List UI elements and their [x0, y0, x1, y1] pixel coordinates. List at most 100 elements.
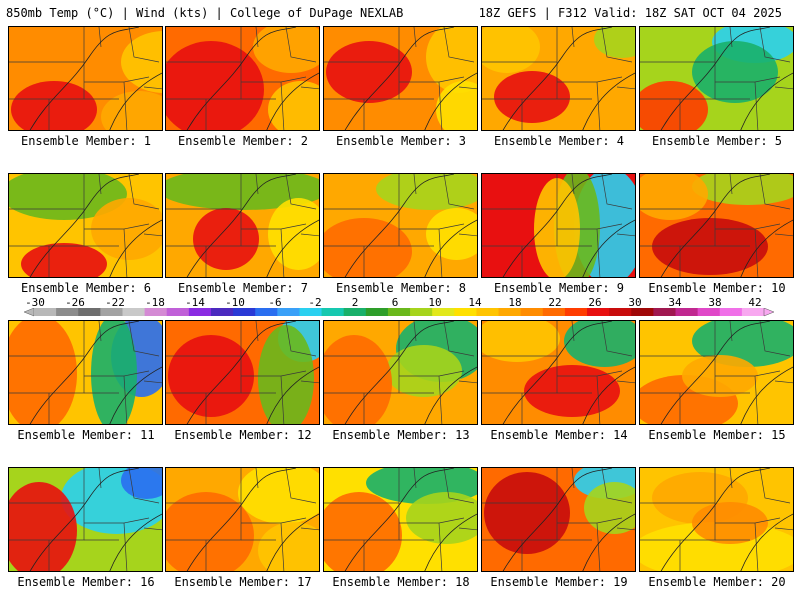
contour-line [344, 174, 455, 277]
state-border-line [759, 468, 791, 504]
colorbar-tick-label: -22 [105, 296, 125, 309]
ensemble-member-label: Ensemble Member: 17 [174, 575, 312, 589]
state-border-line [285, 27, 317, 63]
contour-line [109, 513, 162, 571]
contour-line [582, 72, 635, 130]
contour-line [344, 27, 455, 130]
state-border-line [571, 321, 575, 342]
colorbar-tick-label: -30 [25, 296, 45, 309]
colorbar-tick-label: 14 [468, 296, 482, 309]
ensemble-map-panel [165, 320, 320, 425]
contour-line [502, 468, 613, 571]
temperature-shading [376, 174, 477, 210]
ensemble-map-panel [639, 320, 794, 425]
colorbar-segment [78, 308, 101, 316]
contour-line [424, 366, 477, 424]
temperature-field-map [324, 321, 477, 424]
colorbar-tick-label: -18 [145, 296, 165, 309]
ensemble-member-label: Ensemble Member: 6 [20, 281, 152, 295]
temperature-shading [238, 468, 319, 524]
temperature-shading [91, 321, 137, 424]
colorbar-tick-label: -14 [185, 296, 205, 309]
state-border-line [438, 228, 443, 277]
colorbar-segment [255, 308, 278, 316]
ensemble-map-panel [639, 26, 794, 131]
ensemble-member-label: Ensemble Member: 20 [648, 575, 786, 589]
state-border-line [280, 375, 285, 424]
colorbar-tick-label: -2 [308, 296, 322, 309]
colorbar-tick-label: -6 [268, 296, 282, 309]
contour-line [266, 219, 319, 277]
temperature-field-map [640, 321, 793, 424]
state-border-line [601, 468, 633, 504]
colorbar-segment [100, 308, 123, 316]
ensemble-member-label: Ensemble Member: 2 [177, 134, 309, 148]
contour-line [186, 468, 297, 571]
temperature-field-map [482, 468, 635, 571]
colorbar-segment [498, 308, 522, 316]
state-border-line [255, 321, 259, 342]
temperature-shading [253, 27, 319, 73]
colorbar-segment [387, 308, 411, 316]
ensemble-member-label: Ensemble Member: 19 [490, 575, 628, 589]
temperature-shading [9, 174, 127, 220]
colorbar-segment [56, 308, 79, 316]
contour-line [660, 468, 771, 571]
state-border-line [729, 321, 733, 342]
state-border-line [754, 375, 759, 424]
contour-line [29, 321, 140, 424]
state-border-line [255, 174, 259, 195]
contour-line [424, 72, 477, 130]
colorbar-segment [587, 308, 610, 316]
ensemble-map-panel [481, 173, 636, 278]
contour-line [582, 219, 635, 277]
state-border-line [98, 27, 102, 48]
colorbar-segment [609, 308, 632, 316]
state-border-line [774, 86, 793, 90]
colorbar-segment [188, 308, 212, 316]
temperature-shading [268, 81, 319, 130]
contour-line [502, 27, 613, 130]
state-border-line [143, 527, 162, 531]
temperature-shading [594, 27, 635, 58]
colorbar-tick-label: 38 [708, 296, 722, 309]
state-border-line [280, 228, 285, 277]
colorbar-segment [454, 308, 477, 316]
ensemble-member-label: Ensemble Member: 8 [335, 281, 467, 295]
state-border-line [280, 522, 285, 571]
temperature-shading [640, 81, 708, 130]
state-border-line [123, 228, 128, 277]
colorbar-tick-label: -10 [225, 296, 245, 309]
ensemble-map-panel [165, 173, 320, 278]
ensemble-member-label: Ensemble Member: 13 [332, 428, 470, 442]
ensemble-map-panel [481, 26, 636, 131]
state-border-line [280, 81, 285, 130]
temperature-shading [166, 41, 264, 130]
colorbar-segment [631, 308, 654, 316]
colorbar-tick-label: 34 [668, 296, 682, 309]
temperature-field-map [166, 468, 319, 571]
ensemble-map-panel [8, 320, 163, 425]
contour-line [660, 27, 771, 130]
state-border-line [443, 174, 475, 210]
contour-line [109, 366, 162, 424]
temperature-shading [121, 468, 162, 499]
ensemble-map-panel [323, 467, 478, 572]
temperature-shading [258, 325, 314, 424]
contour-line [660, 321, 771, 424]
temperature-shading [21, 243, 107, 277]
temperature-shading [426, 27, 477, 93]
contour-line [740, 219, 793, 277]
state-border-line [128, 468, 160, 504]
state-border-line [616, 233, 635, 237]
temperature-shading [386, 345, 462, 397]
temperature-shading [406, 492, 477, 544]
state-border-line [300, 233, 319, 237]
state-border-line [443, 321, 475, 357]
state-border-line [438, 81, 443, 130]
ensemble-member-label: Ensemble Member: 4 [493, 134, 625, 148]
contour-line [109, 72, 162, 130]
state-border-line [729, 174, 733, 195]
state-border-line [143, 233, 162, 237]
colorbar-right-arrow [763, 308, 775, 317]
